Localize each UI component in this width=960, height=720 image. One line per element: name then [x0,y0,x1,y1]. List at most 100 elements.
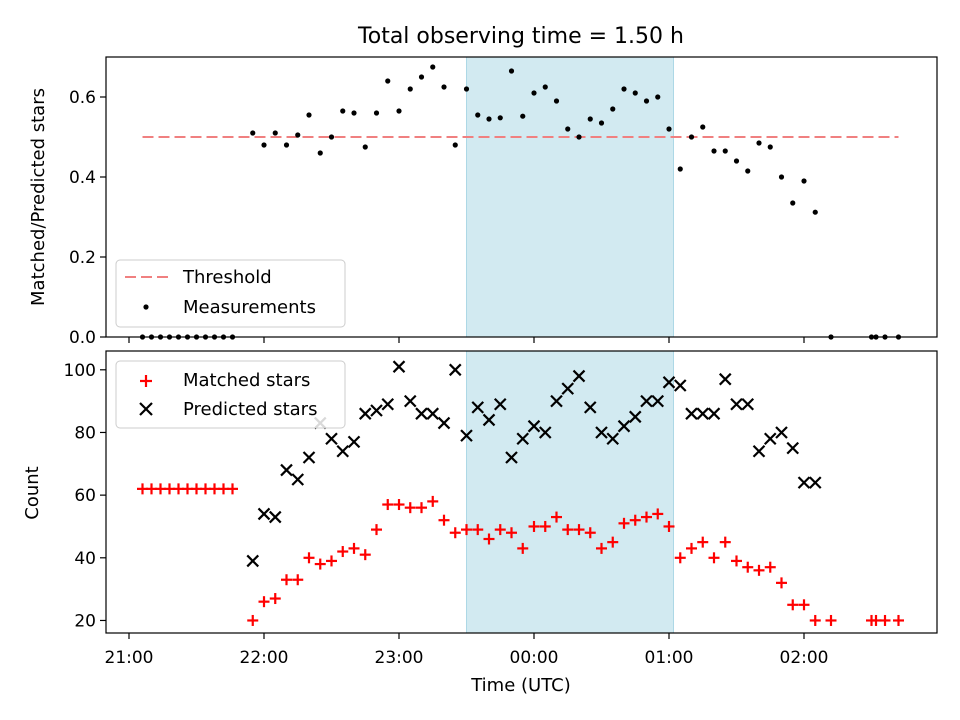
matched-stars-point [449,527,461,539]
bottom-plot-frame [105,350,938,634]
matched-stars-point [438,514,450,526]
predicted-stars-stroke [302,451,316,464]
measurement-point [497,115,503,121]
predicted-stars-point [583,401,597,414]
measurement-point [531,90,537,96]
matched-stars-point [697,536,709,548]
x-tick-label: 23:00 [375,648,424,668]
measurement-point [418,74,425,80]
matched-stars-point [879,614,891,626]
predicted-stars-point [347,435,361,449]
predicted-stars-point [257,507,271,521]
measurement-point [396,108,402,114]
matched-stars-point [809,614,821,626]
matched-stars-point [258,596,270,608]
predicted-stars-point [448,363,462,377]
matched-stars-point [416,502,427,514]
measurement-point [565,126,571,132]
measurement-point [317,150,323,156]
matched-stars-point [787,599,799,611]
predicted-stars-stroke [673,379,687,392]
measurement-point [587,116,593,122]
predicted-stars-point [786,441,800,455]
measurement-point [441,84,447,90]
predicted-stars-point [370,404,383,417]
matched-stars-point [584,527,596,539]
matched-stars-point [326,555,337,567]
bottom-shaded-region [466,350,674,634]
predicted-stars-point [550,394,563,408]
predicted-stars-stroke [786,441,800,455]
matched-stars-point [551,511,562,523]
x-tick-label: 22:00 [240,648,289,668]
measurement-point [688,134,695,140]
measurement-point [621,86,627,92]
matched-stars-point [764,561,776,573]
predicted-stars-stroke [291,473,305,486]
top-plot-frame [105,56,938,338]
measurement-point [790,200,796,206]
predicted-stars-stroke [403,394,417,408]
predicted-stars-point [246,554,260,568]
predicted-stars-point [628,410,642,424]
predicted-stars-point [403,394,417,408]
matched-stars-point [303,552,315,564]
top-y-axis-label: Matched/Predicted stars [28,88,49,306]
measurement-point [576,134,582,140]
predicted-stars-stroke [628,410,642,424]
matched-stars-point [825,614,837,626]
measurement-point [722,148,728,154]
measurement-point [261,142,267,148]
predicted-stars-stroke [471,401,485,414]
matched-stars-point [674,552,686,564]
measurement-point [677,166,683,172]
predicted-stars-point [741,397,755,411]
predicted-stars-stroke [246,554,260,568]
matched-stars-point [652,508,664,520]
measurement-point [340,108,346,114]
predicted-stars-point [336,444,350,458]
predicted-stars-point [426,407,440,420]
predicted-stars-stroke [516,432,530,446]
matched-stars-point [483,533,495,545]
matched-stars-point [893,614,904,626]
predicted-stars-stroke [685,407,698,420]
legend-measurements-label: Measurements [183,297,316,318]
matched-stars-series [137,483,904,626]
top-legend: Threshold Measurements [115,259,346,328]
predicted-stars-stroke [437,416,451,430]
predicted-stars-stroke [448,363,462,377]
matched-stars-point [798,599,810,611]
predicted-stars-stroke [651,394,665,408]
measurement-point [610,106,616,112]
measurement-point [801,178,807,184]
top-legend-frame [115,259,346,328]
chart-title: Total observing time = 1.50 h [357,24,684,49]
matched-stars-point [314,558,326,570]
measurement-point [767,144,773,150]
measurement-point [328,134,335,140]
predicted-stars-point [460,429,473,442]
predicted-stars-point [640,394,653,408]
predicted-stars-stroke [797,476,811,489]
matched-stars-point [247,614,259,626]
predicted-stars-point [527,419,541,433]
predicted-stars-stroke [606,432,620,446]
matched-stars-point [359,549,371,561]
predicted-stars-point [561,382,575,395]
predicted-stars-point [572,369,586,383]
measurement-point [700,124,706,130]
predicted-stars-stroke [561,382,575,395]
measurement-point [542,84,548,90]
predicted-stars-stroke [268,510,282,524]
bottom-y-ticks: 20 40 60 80 100 [64,361,106,631]
predicted-stars-point [606,432,620,446]
matched-stars-point [641,511,652,523]
matched-stars-point [539,520,551,532]
measurement-point [756,140,762,146]
predicted-stars-stroke [730,397,743,411]
predicted-stars-stroke [741,397,755,411]
predicted-stars-point [291,473,305,486]
legend-predicted-label: Predicted stars [183,399,317,420]
matched-stars-point [719,536,731,548]
